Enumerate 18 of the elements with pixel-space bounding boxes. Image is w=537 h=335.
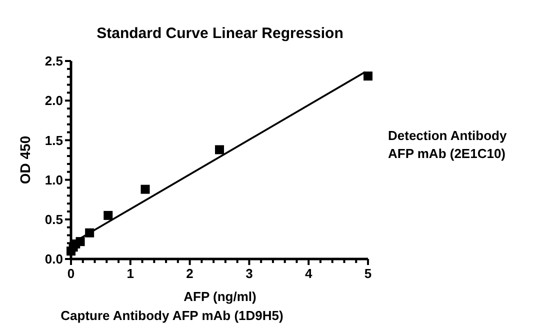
text: Detection Antibody [388, 128, 508, 143]
x-tick-label: 5 [364, 266, 372, 281]
chart-title: Standard Curve Linear Regression [96, 25, 344, 42]
x-tick-label: 2 [186, 266, 194, 281]
text: AFP mAb (2E1C10) [388, 146, 506, 161]
x-tick-label: 4 [304, 266, 313, 281]
y-axis-title: OD 450 [17, 136, 33, 184]
y-tick-label: 1.0 [44, 172, 63, 188]
y-tick-label: 1.5 [44, 132, 63, 148]
y-tick-label: 2.5 [44, 54, 63, 69]
text: Capture Antibody AFP mAb (1D9H5) [60, 308, 284, 323]
y-tick-label: 0.0 [44, 252, 63, 267]
x-tick-label: 3 [246, 266, 253, 281]
y-tick-label: 0.5 [44, 212, 63, 227]
x-tick-label: 0 [67, 266, 75, 281]
y-tick-label: 2.0 [44, 93, 63, 108]
x-tick-label: 1 [126, 266, 134, 281]
x-axis-title: AFP (ng/ml) [184, 289, 256, 304]
